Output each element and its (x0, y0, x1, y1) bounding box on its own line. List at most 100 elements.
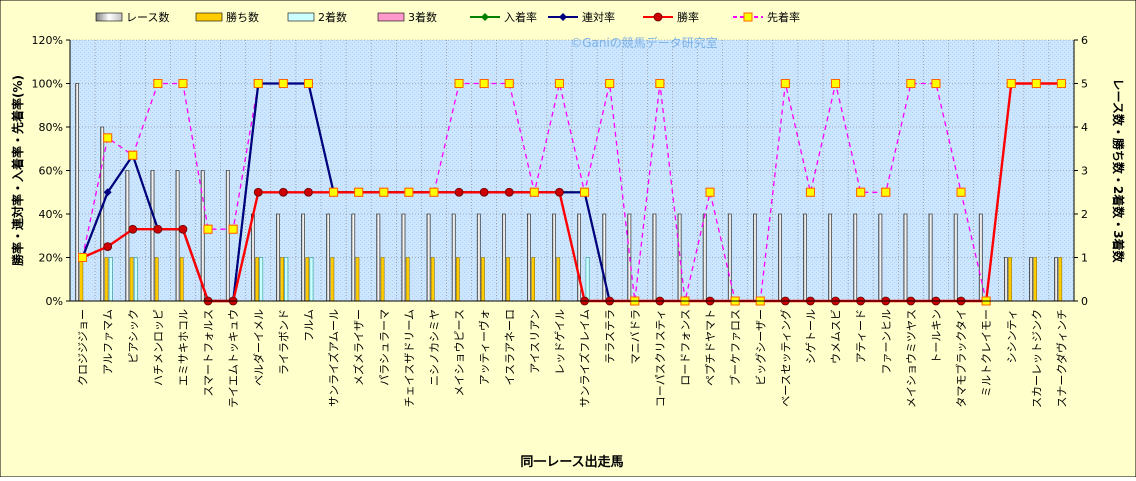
category-label: ミルトクレイモー (980, 309, 993, 397)
bar-races (577, 213, 581, 302)
category-label: ベルダーイメル (251, 309, 265, 386)
senchaku-marker (303, 79, 313, 88)
bar-races (527, 213, 531, 302)
win-rate-marker (555, 187, 564, 197)
senchaku-marker (178, 79, 188, 88)
bar-races (225, 170, 230, 302)
category-label: トールキン (930, 309, 943, 364)
bar-seconds (108, 257, 113, 302)
bar-races (401, 213, 406, 302)
bar-races (476, 213, 481, 302)
bar-races (727, 213, 732, 302)
y-tick-label-left: 80% (39, 121, 63, 134)
legend-marker-diamond (481, 13, 489, 21)
senchaku-marker (128, 150, 138, 160)
y-tick-label-right: 6 (1081, 34, 1088, 47)
category-label: スカーレットジンク (1030, 309, 1043, 408)
senchaku-marker (605, 79, 615, 88)
legend-label: 勝ち数 (226, 10, 259, 24)
bar-races (1004, 257, 1008, 302)
legend-label: レース数 (126, 11, 169, 24)
senchaku-marker (580, 187, 590, 197)
y-tick-label-left: 100% (32, 78, 63, 91)
senchaku-marker (931, 79, 941, 88)
category-label: アルファマム (102, 309, 115, 375)
legend-label: 勝率 (677, 10, 699, 24)
senchaku-marker (1031, 79, 1041, 88)
category-label: イスラアネーロ (503, 309, 516, 386)
legend-label: 連対率 (582, 10, 615, 24)
senchaku-marker (354, 187, 364, 197)
bar-races (175, 170, 180, 302)
bar-races (1029, 257, 1033, 302)
win-rate-marker (178, 224, 188, 234)
bar-races (351, 213, 356, 302)
category-label: ベースセッティング (778, 309, 792, 407)
senchaku-marker (203, 224, 213, 234)
bar-seconds (259, 257, 264, 302)
senchaku-marker (479, 79, 489, 88)
category-label: シシンティ (1005, 309, 1018, 363)
bar-races (753, 213, 757, 302)
y-tick-label-left: 0% (46, 295, 63, 308)
win-rate-marker (103, 242, 113, 252)
senchaku-marker (655, 79, 665, 88)
bar-races (451, 213, 456, 302)
category-label: ファーンヒル (880, 309, 893, 374)
watermark: ©Ganiの競馬データ研究室 (570, 35, 718, 50)
bar-wins (154, 257, 159, 302)
category-label: ピアシック (127, 309, 140, 364)
bar-wins (129, 257, 134, 302)
y-tick-label-right: 3 (1081, 165, 1088, 178)
y-tick-label-left: 40% (39, 208, 63, 221)
y-tick-label-left: 20% (39, 252, 63, 265)
category-label: タマモブラックタイ (954, 309, 968, 408)
category-label: コーパスクリスティ (654, 309, 667, 407)
bar-wins (456, 257, 460, 302)
bar-wins (355, 257, 360, 302)
bar-races (502, 213, 506, 302)
legend-swatch-bar (95, 12, 123, 22)
axes: 0% 20% 40% 60% 80% 100% 120% 0 1 2 3 4 5 6 (32, 34, 1088, 308)
bar-races (953, 213, 958, 302)
senchaku-marker (780, 79, 790, 88)
category-label: メイショウミツヤス (905, 309, 918, 408)
bar-races (878, 213, 883, 302)
bar-races (652, 213, 657, 302)
bar-seconds (585, 257, 590, 302)
bar-races (276, 213, 280, 302)
legend-swatch-bar (377, 12, 405, 22)
bar-races (125, 170, 130, 302)
win-rate-marker (128, 224, 138, 234)
senchaku-marker (906, 79, 916, 88)
y-tick-label-left: 120% (32, 34, 63, 47)
category-label: テラステラ (604, 309, 617, 364)
category-label: サンライズフレイム (578, 309, 592, 407)
y-tick-label-right: 0 (1081, 295, 1088, 308)
bar-wins (104, 257, 109, 302)
bar-seconds (133, 257, 138, 302)
bar-wins (531, 257, 535, 302)
bar-wins (1058, 257, 1063, 302)
win-rate-marker (504, 187, 514, 197)
category-labels: クロジジジョー アルファマム ピアシック ハチメンロッピ エミサキホコル スマートフォルス… (77, 309, 1069, 408)
category-label: アイスリアン (528, 309, 541, 374)
senchaku-marker (831, 79, 841, 88)
bar-races (75, 83, 80, 302)
legend: レース数 勝ち数 2着数 3着数 入着率 連対率 勝率 先着率 (95, 10, 800, 24)
senchaku-marker (429, 187, 439, 197)
legend-label: 2着数 (318, 10, 347, 24)
bar-races (853, 213, 858, 302)
win-rate-marker (153, 224, 163, 234)
category-label: ウメムスビ (830, 309, 843, 364)
legend-swatch-bar (287, 12, 315, 22)
category-label: テイエムトッキュウ (227, 309, 240, 408)
category-label: フルム (302, 309, 315, 342)
category-label: スナークダヴィンチ (1054, 309, 1068, 408)
category-label: アッティーヴォ (477, 309, 491, 385)
legend-swatch-bar (195, 12, 223, 22)
y-tick-label-right: 1 (1081, 252, 1088, 265)
bar-wins (305, 257, 310, 302)
bar-wins (380, 257, 385, 302)
senchaku-marker (454, 79, 464, 88)
